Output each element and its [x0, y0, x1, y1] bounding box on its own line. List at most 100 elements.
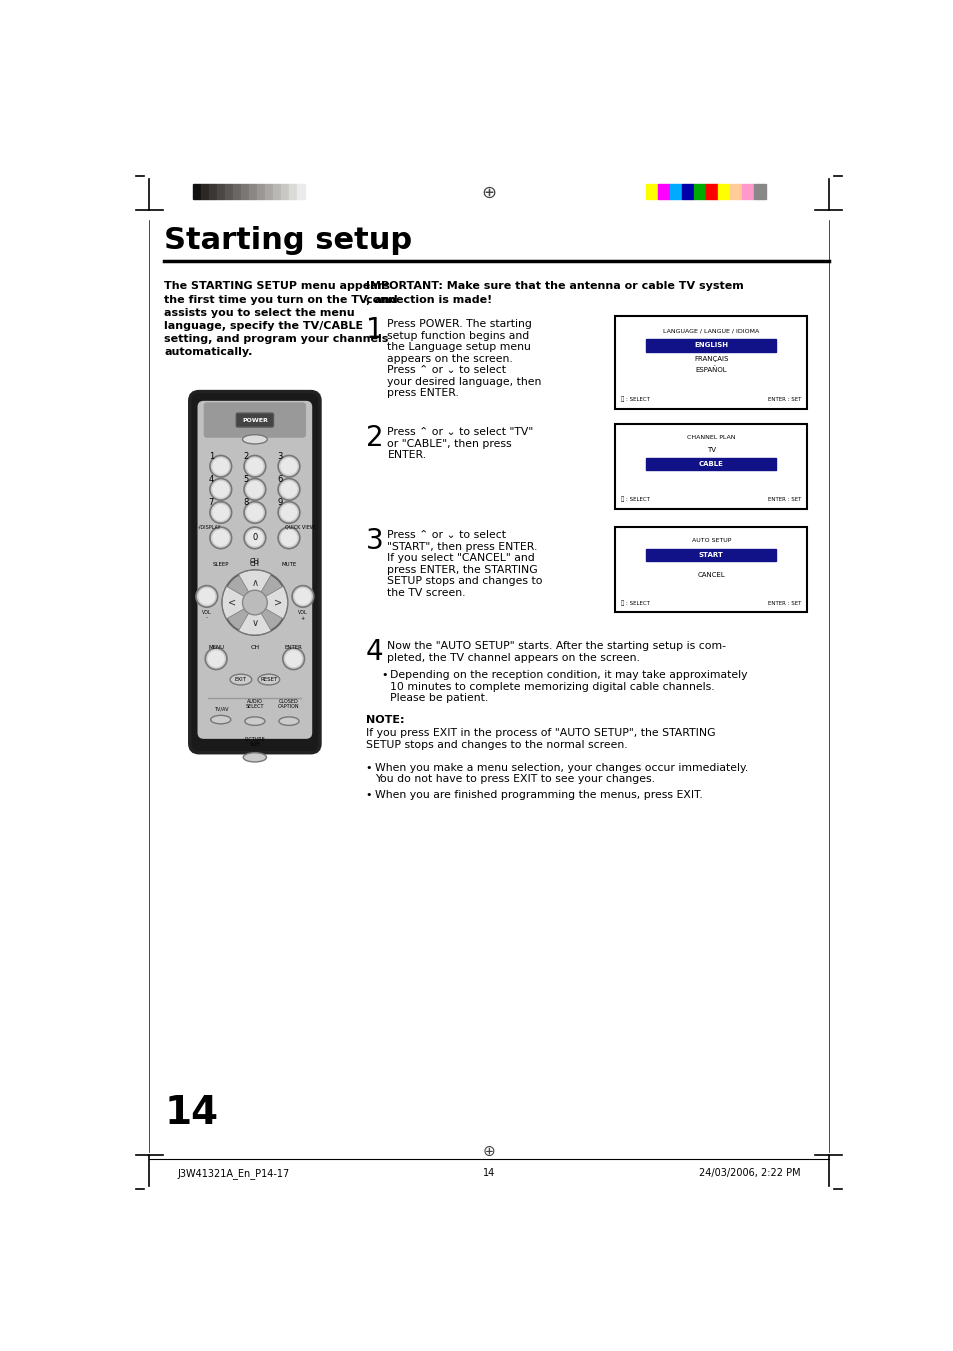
Text: 10 minutes to complete memorizing digital cable channels.: 10 minutes to complete memorizing digita…: [390, 682, 715, 692]
Text: -/DISPLAY: -/DISPLAY: [198, 524, 221, 530]
Text: press ENTER.: press ENTER.: [387, 389, 458, 399]
Text: automatically.: automatically.: [164, 347, 253, 357]
Text: CLOSED
CAPTION: CLOSED CAPTION: [278, 698, 299, 709]
Circle shape: [282, 648, 304, 670]
Circle shape: [212, 504, 229, 521]
Circle shape: [280, 530, 297, 546]
Circle shape: [212, 530, 229, 546]
Bar: [249, 184, 256, 199]
Ellipse shape: [211, 716, 231, 724]
Text: LANGUAGE / LANGUE / IDIOMA: LANGUAGE / LANGUE / IDIOMA: [662, 328, 759, 334]
Text: TV/AV: TV/AV: [213, 707, 228, 712]
Bar: [681, 184, 694, 199]
FancyBboxPatch shape: [204, 403, 306, 438]
Circle shape: [278, 501, 299, 523]
Bar: [705, 184, 718, 199]
Text: 2: 2: [243, 451, 248, 461]
Text: NOTE:: NOTE:: [365, 715, 404, 725]
Bar: [265, 184, 273, 199]
FancyBboxPatch shape: [190, 392, 319, 753]
Text: If you press EXIT in the process of "AUTO SETUP", the STARTING: If you press EXIT in the process of "AUT…: [365, 728, 715, 738]
Circle shape: [246, 481, 263, 497]
Ellipse shape: [243, 753, 266, 762]
Text: You do not have to press EXIT to see your changes.: You do not have to press EXIT to see you…: [375, 774, 655, 785]
Circle shape: [198, 588, 215, 605]
Circle shape: [195, 585, 217, 607]
Text: the TV screen.: the TV screen.: [387, 588, 465, 598]
Text: the Language setup menu: the Language setup menu: [387, 342, 531, 353]
Ellipse shape: [230, 674, 252, 685]
Text: SLEEP: SLEEP: [213, 562, 229, 566]
Bar: [615, 527, 806, 612]
Text: Now the "AUTO SETUP" starts. After the starting setup is com-: Now the "AUTO SETUP" starts. After the s…: [387, 642, 725, 651]
Text: 4: 4: [365, 638, 383, 666]
Text: •: •: [365, 763, 372, 773]
Circle shape: [278, 455, 299, 477]
Text: Press ⌃ or ⌄ to select "TV": Press ⌃ or ⌄ to select "TV": [387, 427, 533, 436]
Circle shape: [244, 455, 266, 477]
Circle shape: [210, 527, 232, 549]
Circle shape: [246, 504, 263, 521]
Text: ENTER : SET: ENTER : SET: [767, 601, 801, 605]
Bar: [273, 184, 281, 199]
Bar: [281, 184, 289, 199]
Circle shape: [280, 458, 297, 474]
Bar: [241, 184, 249, 199]
Text: 5: 5: [243, 474, 248, 484]
Text: CH: CH: [250, 644, 259, 650]
Bar: [615, 424, 806, 508]
Text: VOL
+: VOL +: [297, 611, 308, 620]
Text: Please be patient.: Please be patient.: [390, 693, 488, 704]
Wedge shape: [222, 586, 254, 619]
Text: RESET: RESET: [260, 677, 277, 682]
Text: •: •: [381, 670, 387, 681]
Ellipse shape: [257, 674, 279, 685]
Text: Ⓢ : SELECT: Ⓢ : SELECT: [620, 600, 650, 605]
Bar: [645, 184, 658, 199]
Text: When you make a menu selection, your changes occur immediately.: When you make a menu selection, your cha…: [375, 763, 747, 773]
Bar: [670, 184, 681, 199]
Text: Press ⌃ or ⌄ to select: Press ⌃ or ⌄ to select: [387, 365, 506, 376]
Text: ENTER : SET: ENTER : SET: [767, 397, 801, 403]
Wedge shape: [254, 586, 287, 619]
Bar: [209, 184, 216, 199]
Ellipse shape: [242, 435, 267, 444]
Text: assists you to select the menu: assists you to select the menu: [164, 308, 355, 317]
Bar: [256, 184, 265, 199]
Text: Press ⌃ or ⌄ to select: Press ⌃ or ⌄ to select: [387, 530, 506, 540]
Text: MUTE: MUTE: [281, 562, 296, 566]
Text: 24/03/2006, 2:22 PM: 24/03/2006, 2:22 PM: [699, 1169, 800, 1178]
Bar: [730, 184, 741, 199]
Text: ENTER: ENTER: [284, 644, 302, 650]
Wedge shape: [238, 603, 271, 635]
Text: setup function begins and: setup function begins and: [387, 331, 529, 340]
Text: 2: 2: [365, 424, 383, 453]
Wedge shape: [238, 570, 271, 603]
Text: TV: TV: [706, 447, 715, 453]
Text: Depending on the reception condition, it may take approximately: Depending on the reception condition, it…: [390, 670, 747, 681]
Text: 7: 7: [209, 499, 213, 507]
Text: CH: CH: [250, 558, 259, 565]
Text: 4: 4: [209, 474, 213, 484]
Text: MENU: MENU: [208, 644, 224, 650]
Circle shape: [285, 650, 302, 667]
Circle shape: [212, 458, 229, 474]
Text: or "CABLE", then press: or "CABLE", then press: [387, 439, 512, 449]
Text: 0: 0: [252, 534, 257, 542]
FancyBboxPatch shape: [236, 413, 274, 427]
Text: "START", then press ENTER.: "START", then press ENTER.: [387, 542, 537, 551]
Bar: [289, 184, 297, 199]
Bar: [233, 184, 241, 199]
Circle shape: [244, 501, 266, 523]
Bar: [201, 184, 209, 199]
Text: language, specify the TV/CABLE: language, specify the TV/CABLE: [164, 320, 363, 331]
Text: the first time you turn on the TV, and: the first time you turn on the TV, and: [164, 295, 397, 304]
Text: CANCEL: CANCEL: [697, 571, 724, 578]
Text: POWER: POWER: [242, 417, 268, 423]
Text: SETUP stops and changes to the normal screen.: SETUP stops and changes to the normal sc…: [365, 739, 627, 750]
Text: 6: 6: [276, 474, 282, 484]
Text: START: START: [699, 551, 723, 558]
Text: AUTO SETUP: AUTO SETUP: [691, 538, 730, 543]
Text: VOL
-: VOL -: [202, 611, 212, 620]
Text: ENGLISH: ENGLISH: [694, 342, 727, 349]
